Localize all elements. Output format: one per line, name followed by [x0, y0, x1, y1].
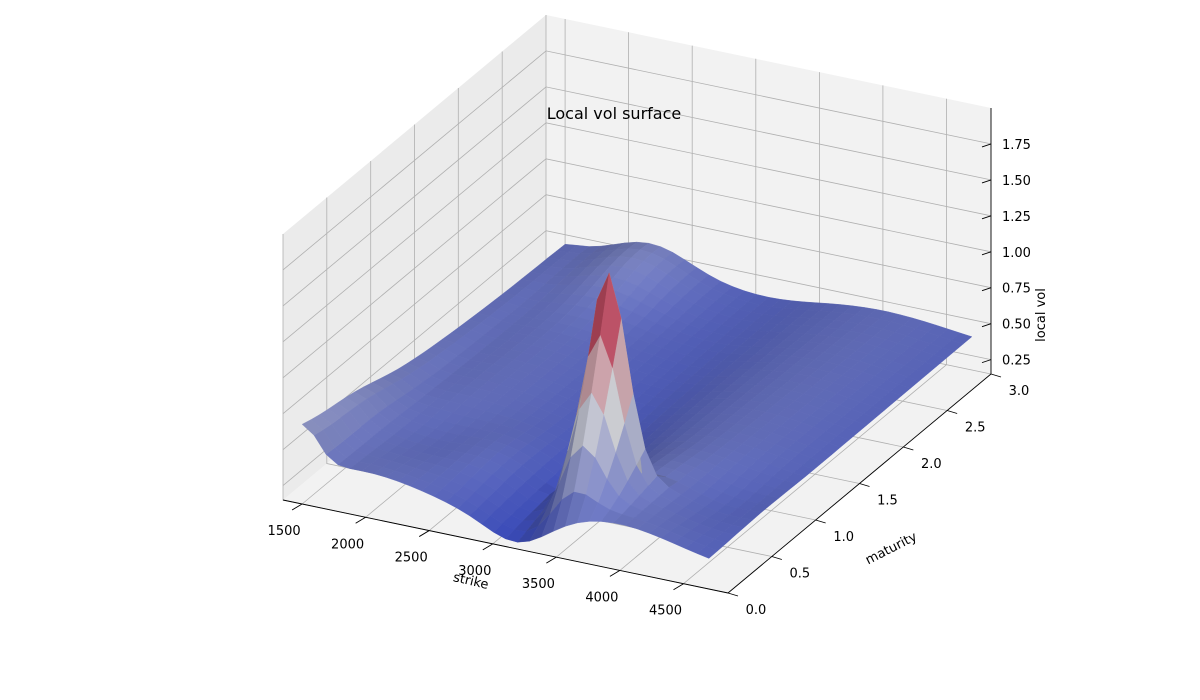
- chart-title: Local vol surface: [547, 104, 681, 123]
- y-tick: [903, 446, 914, 451]
- z-gridline: [282, 158, 992, 379]
- z-tick-label: 0.75: [1002, 282, 1031, 297]
- x-tick-label: 4500: [649, 604, 682, 619]
- x-tick-label: 3500: [522, 577, 555, 592]
- z-tick-label: 0.25: [1002, 354, 1031, 369]
- y-tick-label: 0.0: [746, 603, 767, 618]
- y-tick: [859, 483, 870, 487]
- z-tick: [981, 215, 992, 220]
- surface-facet: [696, 546, 718, 559]
- z-tick-label: 1.50: [1002, 174, 1031, 189]
- y-tick-label: 0.5: [789, 567, 810, 582]
- y-tick-label: 1.5: [877, 494, 898, 509]
- surface-facet: [301, 419, 323, 436]
- z-gridline: [282, 50, 992, 271]
- y-tick-label: 1.0: [833, 530, 854, 545]
- z-axis-label: local vol: [1034, 288, 1049, 342]
- y-tick-label: 3.0: [1009, 384, 1030, 399]
- y-tick-label: 2.5: [965, 421, 986, 436]
- surface-facet: [600, 272, 622, 368]
- y-tick-label: 2.0: [921, 457, 942, 472]
- y-tick: [990, 373, 1002, 378]
- z-gridline: [282, 230, 992, 451]
- y-tick: [727, 592, 739, 597]
- x-axis-line: [282, 499, 729, 594]
- z-gridline: [282, 194, 992, 415]
- z-tick: [981, 287, 992, 292]
- y-gridline: [326, 197, 772, 557]
- x-tick-label: 2500: [395, 551, 428, 566]
- x-tick: [418, 530, 430, 537]
- x-tick: [546, 556, 557, 564]
- x-tick: [355, 516, 366, 524]
- y-axis-label: maturity: [863, 529, 920, 568]
- z-tick-label: 1.25: [1002, 210, 1031, 225]
- x-tick-label: 1500: [268, 524, 301, 539]
- x-tick: [291, 503, 303, 511]
- x-tick-label: 4000: [585, 590, 618, 605]
- axis-ticks: 1500 2000 2500 3000 3500 4000 4500 0.0 0.5 1.0 1.5…: [268, 138, 1031, 619]
- z-tick: [981, 143, 992, 148]
- z-tick: [981, 359, 992, 364]
- z-gridline: [282, 86, 992, 307]
- y-tick: [947, 410, 958, 414]
- surface-mesh: [301, 241, 973, 559]
- z-tick: [981, 251, 992, 256]
- z-tick-label: 1.00: [1002, 246, 1031, 261]
- z-tick: [981, 323, 992, 328]
- x-tick: [673, 583, 684, 591]
- x-tick: [609, 570, 621, 577]
- x-tick-label: 2000: [331, 537, 364, 552]
- y-tick: [815, 519, 826, 524]
- x-tick: [482, 543, 494, 551]
- y-tick: [771, 556, 782, 560]
- z-gridline: [282, 122, 992, 343]
- z-tick-label: 0.50: [1002, 318, 1031, 333]
- z-tick: [981, 179, 992, 184]
- z-tick-label: 1.75: [1002, 138, 1031, 153]
- x-tick-label: 3000: [458, 564, 491, 579]
